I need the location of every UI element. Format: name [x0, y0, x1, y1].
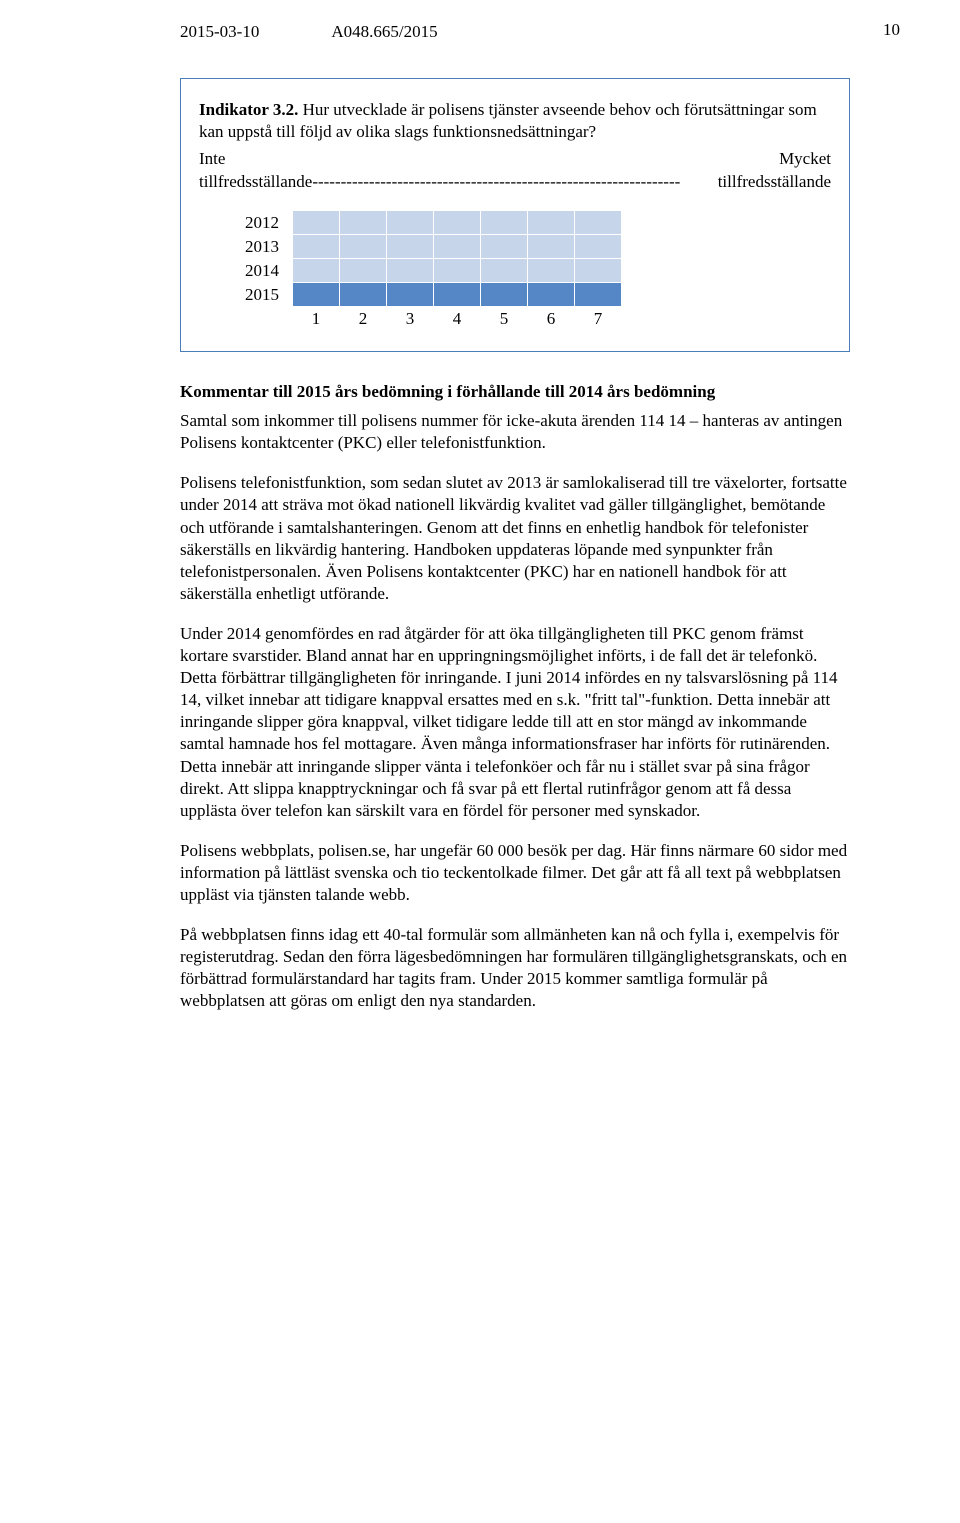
table-footer-row: 1234567 [232, 307, 622, 331]
indicator-cell [528, 235, 575, 259]
indicator-title-label: Indikator 3.2. [199, 100, 298, 119]
column-number: 6 [528, 307, 575, 331]
paragraph-2: Polisens telefonistfunktion, som sedan s… [180, 472, 850, 605]
indicator-cell [293, 211, 340, 235]
footer-spacer [232, 307, 293, 331]
scale-left: Inte [199, 149, 225, 169]
header-date: 2015-03-10 [180, 22, 259, 42]
indicator-cell [387, 235, 434, 259]
scale-dashes-row: tillfredsställande----------------------… [199, 172, 831, 192]
indicator-cell [293, 283, 340, 307]
indicator-cell [434, 211, 481, 235]
paragraph-3: Under 2014 genomfördes en rad åtgärder f… [180, 623, 850, 822]
year-label: 2013 [232, 235, 293, 259]
indicator-cell [481, 235, 528, 259]
column-number: 5 [481, 307, 528, 331]
indicator-cell [340, 283, 387, 307]
indicator-cell [528, 283, 575, 307]
table-row: 2015 [232, 283, 622, 307]
indicator-title: Indikator 3.2. Hur utvecklade är polisen… [199, 99, 831, 143]
indicator-cell [481, 211, 528, 235]
indicator-cell [293, 259, 340, 283]
indicator-cell [575, 259, 622, 283]
section-heading: Kommentar till 2015 års bedömning i förh… [180, 382, 850, 402]
indicator-cell [575, 211, 622, 235]
indicator-cell [481, 259, 528, 283]
scale-footer-left: tillfredsställande [199, 172, 312, 191]
indicator-cell [481, 283, 528, 307]
indicator-cell [387, 283, 434, 307]
paragraph-4: Polisens webbplats, polisen.se, har unge… [180, 840, 850, 906]
indicator-cell [387, 211, 434, 235]
indicator-cell [528, 211, 575, 235]
column-number: 4 [434, 307, 481, 331]
scale-footer-right: tillfredsställande [718, 172, 831, 191]
indicator-cell [340, 211, 387, 235]
indicator-cell [434, 259, 481, 283]
indicator-cell [434, 283, 481, 307]
table-row: 2014 [232, 259, 622, 283]
indicator-cell [528, 259, 575, 283]
indicator-table: 20122013201420151234567 [231, 210, 622, 331]
column-number: 3 [387, 307, 434, 331]
indicator-cell [575, 283, 622, 307]
year-label: 2015 [232, 283, 293, 307]
indicator-cell [340, 235, 387, 259]
paragraph-5: På webbplatsen finns idag ett 40-tal for… [180, 924, 850, 1012]
indicator-cell [293, 235, 340, 259]
header-row: 2015-03-10 A048.665/2015 [180, 22, 850, 42]
indicator-cell [340, 259, 387, 283]
header-ref: A048.665/2015 [331, 22, 437, 42]
column-number: 2 [340, 307, 387, 331]
page-number: 10 [883, 20, 900, 40]
table-row: 2013 [232, 235, 622, 259]
scale-right: Mycket [779, 149, 831, 169]
indicator-box: Indikator 3.2. Hur utvecklade är polisen… [180, 78, 850, 352]
paragraph-1: Samtal som inkommer till polisens nummer… [180, 410, 850, 454]
year-label: 2012 [232, 211, 293, 235]
column-number: 1 [293, 307, 340, 331]
indicator-cell [575, 235, 622, 259]
table-row: 2012 [232, 211, 622, 235]
indicator-cell [434, 235, 481, 259]
column-number: 7 [575, 307, 622, 331]
indicator-cell [387, 259, 434, 283]
scale-row-top: Inte Mycket [199, 149, 831, 169]
year-label: 2014 [232, 259, 293, 283]
